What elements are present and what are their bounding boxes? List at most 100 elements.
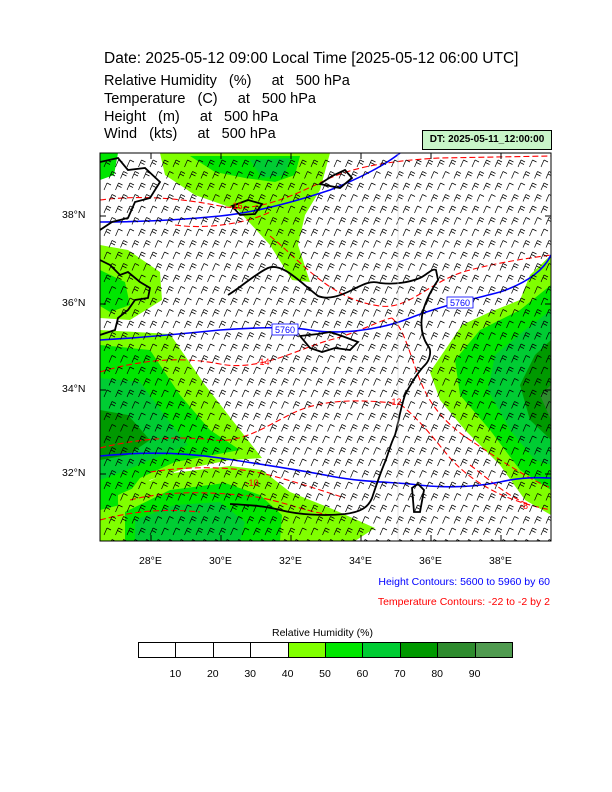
wind-barb [379,274,388,283]
wind-barb [223,263,232,271]
wind-barb [338,447,347,455]
colorbar-cell [400,643,439,657]
temperature-contours [100,155,551,521]
height-contour-label: 5760 [450,298,470,308]
wind-barb [460,435,468,444]
wind-barb [437,481,445,490]
wind-barb [177,194,186,202]
wind-barb [281,263,289,271]
wind-barb [161,205,169,214]
wind-barb [379,458,388,467]
wind-barb [506,527,514,536]
wind-barb [115,297,123,306]
wind-barb [322,412,330,421]
wind-barb [361,401,370,409]
wind-barb [534,355,542,363]
wind-barb [172,297,181,306]
wind-barb [333,205,342,214]
wind-barb [276,504,284,513]
wind-barb [476,240,485,248]
wind-barb [241,228,250,237]
wind-barb [269,493,278,501]
wind-barb [384,286,393,294]
wind-barb [529,435,537,444]
wind-barb [184,297,192,306]
wind-barb [522,355,531,363]
wind-barb [138,366,146,375]
wind-barb [200,447,209,455]
wind-barb [310,389,319,398]
wind-barb [223,355,232,363]
wind-barb [350,217,358,225]
wind-barb [195,228,204,237]
wind-barb [448,412,457,421]
wind-barb [269,447,278,455]
wind-barb [545,447,551,455]
wind-barb [184,458,192,467]
wind-barb [379,504,388,513]
wind-barb [534,309,542,317]
wind-barb [315,240,324,248]
wind-barb [499,355,508,363]
wind-barb [488,424,496,432]
wind-barb [517,366,526,375]
wind-barb [356,228,365,237]
wind-barb [218,412,227,421]
axis-ticks [100,153,551,541]
wind-barb [126,274,135,283]
wind-barb [361,171,370,179]
wind-barb [304,470,312,478]
wind-barb [453,263,462,271]
wind-barb [138,435,146,444]
wind-barb [177,516,186,524]
wind-barb [322,159,330,168]
wind-barb [131,332,140,340]
wind-barb [143,309,151,317]
wind-barb [200,332,209,340]
wind-barb [529,458,537,467]
wind-barb [476,332,485,340]
wind-barb [223,401,232,409]
wind-barb [345,251,353,260]
wind-barb [345,458,353,467]
wind-barb [540,389,549,398]
wind-barb [223,286,232,294]
wind-barb [476,217,485,225]
wind-barb [200,470,209,478]
wind-barb [292,355,301,363]
wind-barb [149,228,158,237]
wind-barb [534,447,542,455]
wind-barb [207,297,215,306]
wind-barb [437,343,445,352]
wind-barb [522,240,531,248]
longitude-label: 34°E [349,555,372,567]
wind-barb [207,159,215,168]
wind-barb [189,171,197,179]
wind-barb [235,171,243,179]
wind-barb [212,171,220,179]
wind-barb [327,447,335,455]
wind-barb [172,343,181,352]
wind-barb [333,182,342,191]
colorbar-cell [176,643,214,657]
wind-barb [287,205,296,214]
wind-barb [414,412,422,421]
humidity-colorbar [138,642,513,658]
wind-barb [131,424,140,432]
wind-barb [483,412,491,421]
wind-barb [471,182,480,191]
wind-barb [545,171,551,179]
wind-barb [540,527,549,536]
field-wind: Wind (kts) at 500 hPa [104,126,276,142]
wind-barb [437,412,445,421]
wind-barb [522,171,531,179]
wind-barb [269,424,278,432]
wind-barb [419,194,427,202]
wind-barb [483,228,491,237]
wind-barb [161,412,169,421]
wind-barb [281,217,289,225]
wind-barb [483,481,491,490]
wind-barb [540,343,549,352]
wind-barb [315,447,324,455]
wind-barb [494,297,503,306]
